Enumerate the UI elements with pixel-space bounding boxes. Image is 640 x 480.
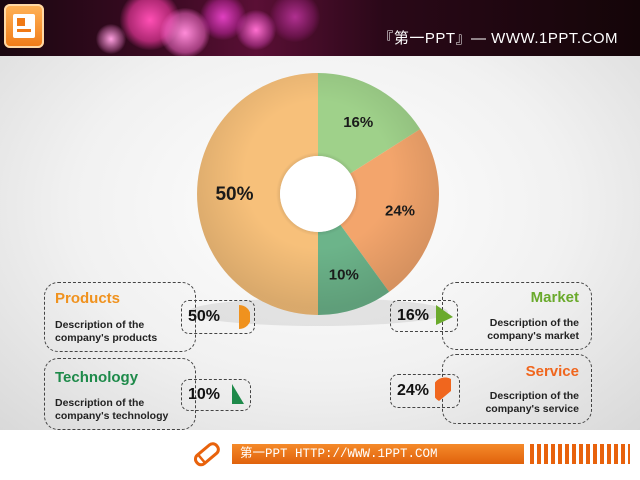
market-title: Market [530,289,579,306]
technology-desc-line2: company's technology [55,410,169,422]
service-pct-label: 24% [397,382,430,399]
products-card: Products Description of the company's pr… [44,282,196,352]
service-desc-line1: Description of the [489,390,579,402]
service-mini-slice-icon [435,377,451,401]
products-pct-box: 50% [181,300,255,334]
footer: 第一PPT HTTP://WWW.1PPT.COM [0,430,640,480]
donut-label-products: 50% [215,184,253,205]
market-mini-slice-icon [436,305,453,325]
products-desc-line1: Description of the [55,319,145,331]
header-title: 『第一PPT』— WWW.1PPT.COM [378,30,618,47]
donut-label-technology: 10% [329,266,359,283]
market-desc-line1: Description of the [489,317,579,329]
diagram-stage: 16% 24% 10% 50% Products Description of the… [0,56,640,430]
service-desc-line2: company's service [485,403,579,415]
service-title: Service [525,363,579,380]
footer-stripes [530,444,630,464]
service-pct-box: 24% [390,374,460,408]
footer-url-bar: 第一PPT HTTP://WWW.1PPT.COM [232,444,524,464]
technology-card: Technology Description of the company's … [44,358,196,430]
technology-mini-slice-icon [232,384,244,404]
products-title: Products [55,290,121,307]
products-mini-slice-icon [239,305,250,329]
products-desc-line2: company's products [55,332,158,344]
market-pct-box: 16% [390,300,458,332]
market-card: Market Description of the company's mark… [442,282,592,350]
technology-pct-box: 10% [181,379,251,411]
donut-label-service: 24% [385,203,415,220]
technology-desc-line1: Description of the [55,397,145,409]
header-banner: 『第一PPT』— WWW.1PPT.COM [0,0,640,56]
donut-chart: 16% 24% 10% 50% [188,73,448,326]
technology-title: Technology [55,369,139,386]
donut-hole [280,156,356,232]
donut-label-market: 16% [343,114,373,131]
powerpoint-slide-icon [4,4,44,48]
market-desc-line2: company's market [487,330,579,342]
market-pct-label: 16% [397,307,430,324]
pencil-icon [193,442,220,467]
service-card: Service Description of the company's ser… [442,354,592,424]
technology-pct-label: 10% [188,386,221,403]
products-pct-label: 50% [188,308,221,325]
